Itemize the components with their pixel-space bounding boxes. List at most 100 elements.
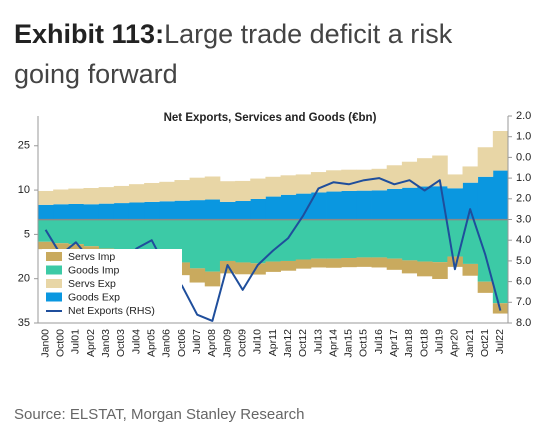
x-tick-label: Oct09 (236, 329, 248, 357)
bar-segment (235, 262, 251, 275)
bar-segment (341, 219, 357, 259)
bar-segment (144, 201, 160, 220)
y2-tick-label: 5.0 (516, 255, 531, 267)
bar-segment (371, 190, 388, 220)
bar-segment (371, 219, 388, 258)
bar-segment (83, 204, 100, 220)
bar-segment (326, 191, 342, 220)
bar-segment (128, 202, 145, 220)
bar-segment (341, 190, 357, 220)
bar-segment (432, 219, 448, 263)
exhibit-label: Exhibit 113: (14, 19, 165, 49)
bar-segment (341, 169, 357, 191)
chart-title: Net Exports, Services and Goods (€bn) (164, 112, 377, 124)
bar-segment (68, 188, 84, 204)
bar-segment (492, 131, 509, 171)
x-tick-label: Apr08 (206, 329, 218, 357)
headline: Exhibit 113:Large trade deficit a risk g… (14, 14, 484, 94)
x-tick-label: Oct15 (358, 329, 370, 357)
bar-segment (38, 190, 54, 205)
bar-segment (144, 182, 160, 202)
bar-segment (326, 258, 342, 268)
bar-segment (265, 176, 281, 197)
bar-segment (204, 219, 221, 272)
x-tick-label: Jul01 (70, 329, 82, 354)
bar-segment (356, 190, 372, 220)
x-tick-label: Oct00 (55, 329, 67, 357)
bar-segment (447, 256, 463, 267)
bar-segment (477, 147, 494, 177)
bar-segment (98, 187, 115, 204)
y2-tick-label: 4.0 (516, 234, 531, 246)
y-tick-label: 25 (18, 140, 30, 152)
y2-tick-label: 7.0 (516, 296, 531, 308)
x-tick-label: Oct03 (115, 329, 127, 357)
bar-segment (432, 155, 448, 187)
bar-segment (401, 219, 418, 261)
bar-segment (462, 166, 479, 183)
bar-segment (295, 259, 312, 269)
bar-segment (68, 244, 84, 253)
bar-segment (447, 188, 463, 220)
x-tick-label: Jul13 (312, 329, 324, 354)
bar-segment (250, 178, 266, 199)
y-tick-label: 5 (24, 228, 30, 240)
bar-segment (356, 257, 372, 267)
bar-segment (326, 219, 342, 259)
bar-segment (159, 181, 175, 202)
y2-tick-label: 1.0 (516, 131, 531, 143)
x-tick-label: Jul22 (494, 329, 506, 354)
bar-segment (53, 219, 69, 244)
bar-segment (386, 219, 403, 259)
legend-label: Goods Exp (68, 291, 120, 303)
bar-segment (174, 180, 191, 201)
bar-segment (477, 281, 494, 293)
bar-segment (462, 182, 479, 220)
bar-segment (189, 219, 206, 269)
bar-segment (189, 200, 206, 220)
y-tick-label: 10 (18, 184, 30, 196)
bar-segment (204, 199, 221, 220)
bar-segment (401, 187, 418, 220)
bar-segment (68, 203, 84, 220)
x-tick-label: Jul16 (373, 329, 385, 354)
y2-tick-label: 8.0 (516, 317, 531, 329)
legend-box (42, 249, 182, 323)
y-tick-label: 35 (18, 317, 30, 329)
x-tick-label: Jul04 (130, 329, 142, 354)
x-tick-label: Oct12 (297, 329, 309, 357)
bar-segment (189, 177, 206, 201)
x-tick-label: Jan21 (464, 329, 476, 358)
y2-tick-label: 2.0 (516, 110, 531, 122)
bar-segment (128, 184, 145, 203)
bar-segment (280, 219, 297, 261)
legend-swatch (46, 292, 62, 302)
bar-segment (174, 200, 191, 220)
x-tick-label: Jan18 (403, 329, 415, 358)
bar-segment (83, 219, 100, 247)
y2-tick-label: 3.0 (516, 213, 531, 225)
bar-segment (219, 219, 236, 261)
x-tick-label: Apr14 (327, 329, 339, 357)
bar-segment (53, 189, 69, 205)
legend-label: Goods Imp (68, 264, 120, 276)
bar-segment (432, 186, 448, 220)
bar-segment (235, 180, 251, 202)
x-tick-label: Oct18 (418, 329, 430, 357)
bar-segment (295, 219, 312, 260)
bar-segment (310, 258, 327, 268)
bar-segment (371, 168, 388, 191)
bar-segment (83, 188, 100, 205)
bar-segment (265, 219, 281, 262)
bar-segment (219, 201, 236, 220)
bar-segment (250, 198, 266, 220)
bar-segment (53, 204, 69, 220)
bar-segment (38, 241, 54, 250)
bar-segment (204, 176, 221, 200)
bar-segment (159, 219, 175, 257)
bar-segment (250, 219, 266, 264)
bar-segment (417, 219, 433, 262)
bars (38, 131, 509, 314)
bar-segment (295, 174, 312, 194)
